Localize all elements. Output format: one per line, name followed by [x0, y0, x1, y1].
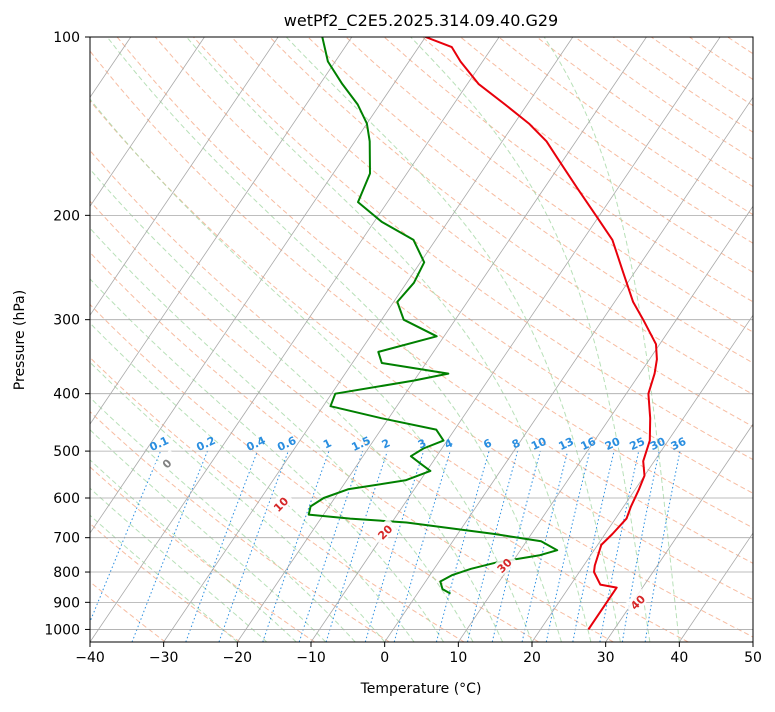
- y-tick-label: 800: [53, 565, 80, 581]
- x-axis-label: Temperature (°C): [360, 681, 482, 697]
- x-tick-label: −40: [75, 650, 105, 666]
- x-tick-label: 30: [597, 650, 615, 666]
- y-tick-label: 700: [53, 531, 80, 547]
- y-tick-label: 200: [53, 208, 80, 224]
- x-tick-label: −10: [296, 650, 326, 666]
- y-tick-label: 400: [53, 387, 80, 403]
- x-tick-label: 10: [449, 650, 467, 666]
- y-tick-label: 500: [53, 444, 80, 460]
- y-tick-label: 300: [53, 313, 80, 329]
- x-tick-label: −20: [223, 650, 253, 666]
- chart-title: wetPf2_C2E5.2025.314.09.40.G29: [284, 11, 558, 31]
- y-tick-label: 1000: [44, 622, 80, 638]
- y-tick-label: 100: [53, 30, 80, 46]
- x-tick-label: 0: [380, 650, 389, 666]
- y-axis-label: Pressure (hPa): [12, 290, 28, 390]
- x-tick-label: 40: [670, 650, 688, 666]
- y-tick-label: 900: [53, 595, 80, 611]
- x-tick-label: 50: [744, 650, 762, 666]
- x-tick-label: 20: [523, 650, 541, 666]
- x-tick-label: −30: [149, 650, 179, 666]
- y-tick-label: 600: [53, 491, 80, 507]
